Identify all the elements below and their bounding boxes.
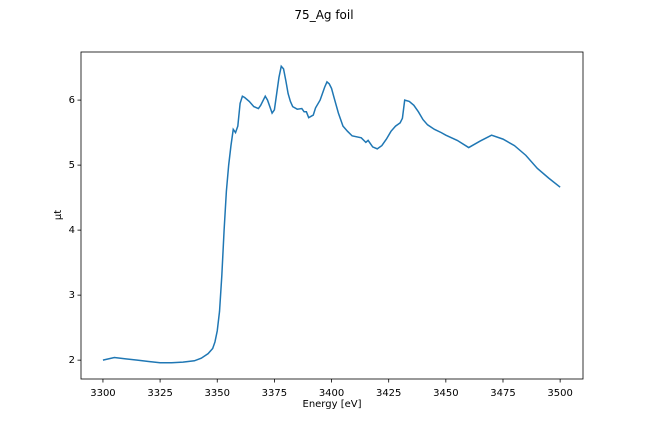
x-tick-label: 3450 xyxy=(433,388,458,399)
x-tick-label: 3500 xyxy=(547,388,572,399)
x-tick-label: 3475 xyxy=(490,388,515,399)
x-tick-label: 3425 xyxy=(376,388,401,399)
chart-title: 75_Ag foil xyxy=(294,8,353,22)
plot-frame xyxy=(80,51,584,380)
y-tick-label: 3 xyxy=(69,290,75,301)
y-tick-label: 6 xyxy=(69,95,75,106)
y-tick-label: 2 xyxy=(69,355,75,366)
x-tick-label: 3350 xyxy=(205,388,230,399)
x-axis-label: Energy [eV] xyxy=(303,399,362,410)
y-tick-label: 5 xyxy=(69,160,75,171)
data-line xyxy=(102,64,561,364)
x-tick-label: 3325 xyxy=(147,388,172,399)
y-tick-label: 4 xyxy=(69,225,75,236)
y-axis-label: μt xyxy=(53,210,64,220)
x-tick-label: 3375 xyxy=(262,388,287,399)
x-tick-label: 3400 xyxy=(319,388,344,399)
x-tick-label: 3300 xyxy=(90,388,115,399)
